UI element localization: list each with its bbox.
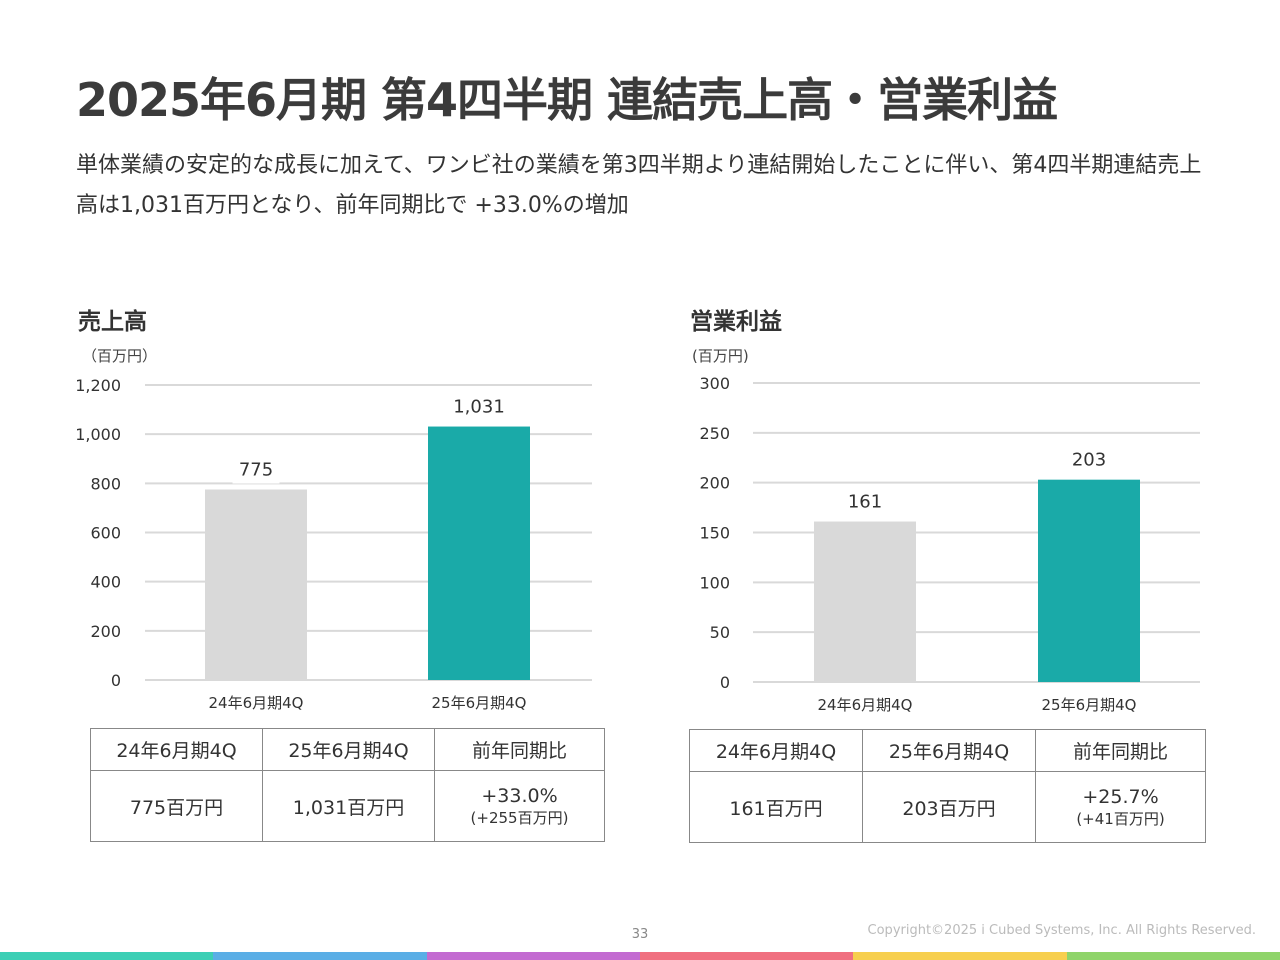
page-number: 33 bbox=[631, 927, 649, 942]
operating-x-tick-label-1: 24年6月期4Q bbox=[818, 696, 913, 714]
footer-bar-segment-6 bbox=[1066, 952, 1280, 960]
sales-bar-2 bbox=[428, 426, 530, 680]
sales-y-tick-label: 0 bbox=[111, 671, 121, 690]
operating-header-curr: 25年6月期4Q bbox=[862, 729, 1036, 772]
sales-bar-chart: 0 200 400 600 800 1,000 1,200 775 24年6月期4Q 1,031 2… bbox=[75, 376, 592, 712]
operating-value-prev: 161百万円 bbox=[689, 771, 863, 843]
sales-yoy-diff: (+255百万円) bbox=[470, 809, 569, 827]
sales-y-tick-label: 400 bbox=[90, 573, 121, 592]
page-title: 2025年6月期 第4四半期 連結売上高・営業利益 bbox=[76, 73, 1058, 127]
sales-y-tick-label: 1,200 bbox=[75, 376, 121, 395]
sales-yoy-rate: +33.0% bbox=[481, 785, 558, 807]
sales-header-yoy: 前年同期比 bbox=[434, 728, 605, 771]
copyright: Copyright©2025 i Cubed Systems, Inc. All… bbox=[867, 923, 1256, 938]
operating-bar-chart: 0 50 100 150 200 250 300 161 24年6月期4Q 203 25年6月期4Q bbox=[699, 374, 1200, 714]
footer-bar-segment-2 bbox=[213, 952, 427, 960]
footer-bar-segment-4 bbox=[639, 952, 854, 960]
sales-y-tick-label: 200 bbox=[90, 622, 121, 641]
operating-header-prev: 24年6月期4Q bbox=[689, 729, 863, 772]
sales-unit-label: （百万円） bbox=[82, 347, 158, 365]
sales-y-tick-label: 1,000 bbox=[75, 425, 121, 444]
sales-data-label-2: 1,031 bbox=[453, 397, 505, 418]
operating-y-tick-label: 200 bbox=[699, 474, 730, 493]
sales-y-tick-label: 800 bbox=[90, 474, 121, 493]
sales-data-label-bg bbox=[444, 390, 514, 421]
operating-y-tick-label: 150 bbox=[699, 524, 730, 543]
operating-heading: 営業利益 bbox=[690, 309, 782, 335]
operating-y-tick-label: 250 bbox=[699, 424, 730, 443]
operating-data-label-bg bbox=[841, 485, 889, 516]
operating-header-yoy: 前年同期比 bbox=[1035, 729, 1206, 772]
operating-data-label-bg bbox=[1065, 443, 1113, 474]
sales-summary-table: 24年6月期4Q 25年6月期4Q 前年同期比 775百万円 1,031百万円 … bbox=[90, 728, 605, 842]
sales-header-curr: 25年6月期4Q bbox=[262, 728, 435, 771]
operating-data-label-1: 161 bbox=[848, 492, 882, 513]
sales-bar-1 bbox=[205, 489, 307, 680]
operating-unit-label: (百万円) bbox=[692, 347, 749, 365]
sales-value-prev: 775百万円 bbox=[90, 770, 263, 842]
lead-text: 単体業績の安定的な成長に加えて、ワンビ社の業績を第3四半期より連結開始したことに… bbox=[76, 153, 1202, 218]
operating-y-tick-label: 0 bbox=[720, 673, 730, 692]
operating-x-tick-label-2: 25年6月期4Q bbox=[1042, 696, 1137, 714]
operating-y-tick-label: 300 bbox=[699, 374, 730, 393]
operating-bar-1 bbox=[814, 521, 916, 682]
operating-y-tick-label: 50 bbox=[710, 623, 730, 642]
sales-data-label-1: 775 bbox=[239, 459, 273, 480]
operating-y-tick-label: 100 bbox=[699, 573, 730, 592]
sales-value-curr: 1,031百万円 bbox=[262, 770, 435, 842]
operating-value-curr: 203百万円 bbox=[862, 771, 1036, 843]
footer-bar-segment-3 bbox=[426, 952, 640, 960]
operating-yoy-rate: +25.7% bbox=[1082, 786, 1159, 808]
footer-bar-segment-5 bbox=[853, 952, 1067, 960]
sales-header-prev: 24年6月期4Q bbox=[90, 728, 263, 771]
sales-y-tick-label: 600 bbox=[90, 524, 121, 543]
operating-summary-table: 24年6月期4Q 25年6月期4Q 前年同期比 161百万円 203百万円 +2… bbox=[689, 729, 1206, 843]
operating-data-label-2: 203 bbox=[1072, 450, 1106, 471]
sales-x-tick-label-2: 25年6月期4Q bbox=[432, 694, 527, 712]
operating-bar-2 bbox=[1038, 479, 1140, 682]
sales-x-tick-label-1: 24年6月期4Q bbox=[209, 694, 304, 712]
footer-bar-segment-1 bbox=[0, 952, 214, 960]
sales-heading: 売上高 bbox=[78, 309, 147, 335]
footer-color-bar bbox=[0, 952, 1280, 960]
operating-yoy-cell: +25.7% (+41百万円) bbox=[1035, 771, 1206, 843]
operating-yoy-diff: (+41百万円) bbox=[1076, 810, 1165, 828]
sales-yoy-cell: +33.0% (+255百万円) bbox=[434, 770, 605, 842]
sales-data-label-bg bbox=[232, 453, 280, 484]
